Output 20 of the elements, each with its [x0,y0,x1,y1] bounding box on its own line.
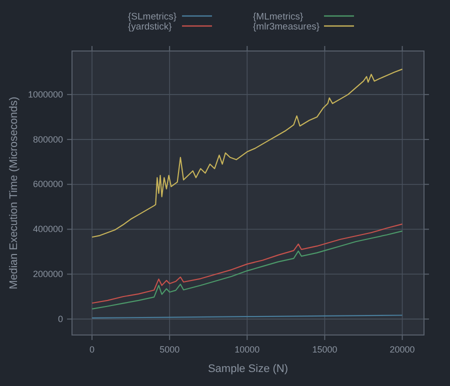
x-tick-label: 0 [90,344,95,354]
y-tick-label: 600000 [32,179,63,190]
legend-label: {SLmetrics} [128,12,177,22]
line-series [91,68,403,238]
y-axis-title: Median Execution Time (Microseconds) [8,96,20,290]
x-tick-label: 10000 [234,344,260,354]
x-tick-label: 5000 [160,344,180,354]
y-tick-label: 1000000 [28,89,63,100]
y-tick-label: 400000 [32,224,63,234]
legend-label: {mlr3measures} [253,22,320,32]
x-axis-title: Sample Size (N) [208,363,288,375]
line-series [91,230,403,310]
y-tick-label: 800000 [32,134,63,144]
legend-label: {MLmetrics} [253,12,304,22]
x-tick-label: 15000 [312,344,338,354]
y-tick-label: 0 [58,314,63,324]
line-series [91,224,403,304]
legend-label: {yardstick} [128,22,172,32]
x-tick-label: 20000 [390,344,415,354]
y-tick-label: 200000 [32,269,63,280]
